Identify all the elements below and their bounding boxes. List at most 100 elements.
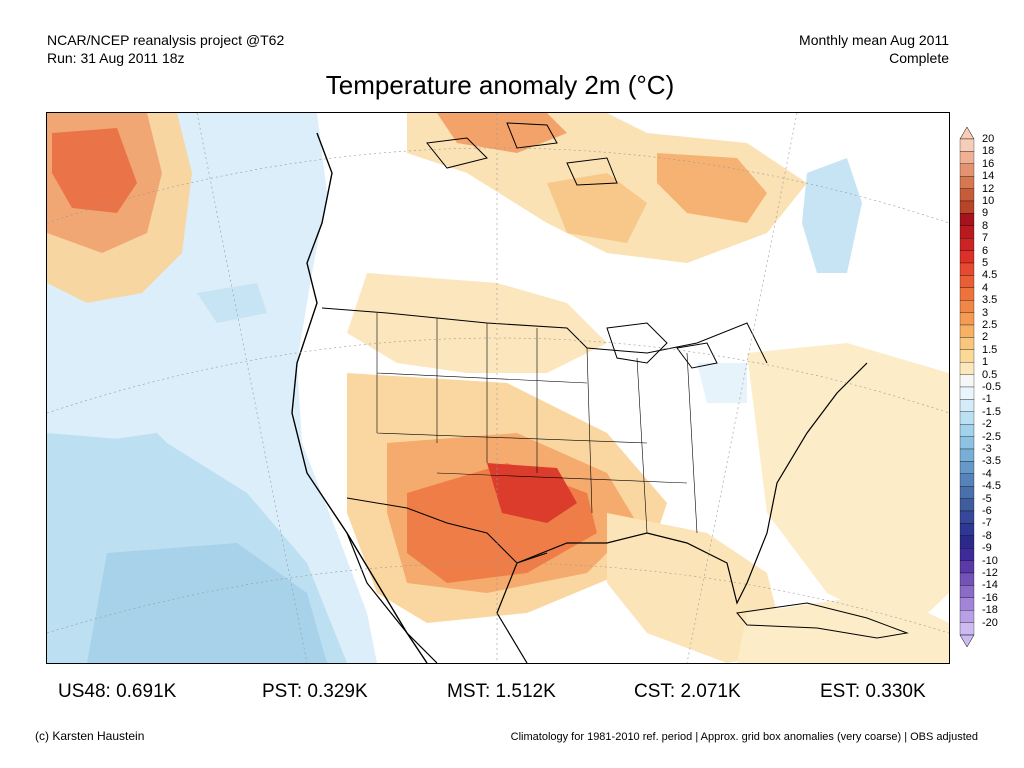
colorbar-swatch [959,213,975,226]
colorbar-swatch [959,399,975,412]
colorbar-tick-label: -5 [982,492,992,505]
great-lakes [606,322,718,369]
colorbar-tick-label: 3.5 [982,294,998,307]
colorbar-tick-label: 9 [982,207,989,220]
colorbar-tick-label: 0.5 [982,368,998,381]
colorbar-tick-label: -14 [982,579,998,592]
gulf-warm [607,513,787,663]
colorbar-swatch [959,362,975,375]
colorbar-swatch [959,200,975,214]
coastline [291,132,428,663]
colorbar-swatch [959,349,975,363]
colorbar-swatch [959,622,975,636]
colorbar-tick-label: -3.5 [982,455,1001,468]
state-lines [376,313,698,534]
project-label: NCAR/NCEP reanalysis project @T62 [47,32,285,48]
period-label: Monthly mean Aug 2011 [799,32,949,48]
colorbar-swatch [959,176,975,189]
colorbar-swatch [959,287,975,301]
colorbar-tick-label: 5 [982,257,989,269]
colorbar-swatch [959,312,975,326]
colorbar-swatch [959,275,975,288]
colorbar-tick-label: -4.5 [982,480,1001,493]
pacific-blob-1 [87,433,197,493]
run-label: Run: 31 Aug 2011 18z [47,50,185,66]
colorbar-tick-label: -8 [982,529,992,542]
colorbar-tick-label: -9 [982,542,992,555]
colorbar-swatch [959,411,975,425]
colorbar-tick-label: 1.5 [982,343,998,356]
colorbar-swatch [959,138,975,152]
colorbar-swatch [959,262,975,276]
atlantic-cold-spot [802,158,862,273]
baja-cold-spot [697,363,747,403]
colorbar-swatch [959,523,975,536]
stat-cst: CST: 2.071K [634,681,741,702]
prairie-warm [347,273,607,373]
caribbean-warm [737,593,949,663]
colorbar-tick-label: 4.5 [982,269,998,282]
colorbar-swatch [959,486,975,499]
colorbar-tick-label: -1 [982,393,992,406]
colorbar-swatch [959,436,975,450]
colorbar-tick-label: -1.5 [982,405,1001,418]
colorbar-tick-label: 10 [982,195,995,207]
colorbar-tick-label: -2 [982,418,992,431]
colorbar-swatch [959,424,975,437]
canada-north-warmer [437,113,567,153]
colorbar-tick-label: -20 [982,616,998,629]
colorbar-tick-label: 14 [982,170,995,183]
header-right: Monthly mean Aug 2011 Complete [799,31,949,67]
colorbar-tick-label: -16 [982,591,998,604]
anomaly-map [46,112,950,664]
colorbar-tick-label: 20 [982,133,995,145]
pacific-blob-2 [197,283,267,323]
colorbar-swatch [959,585,975,598]
colorbar-tick-label: 16 [982,157,995,170]
colorbar-swatch [959,560,975,574]
arctic-islands [426,122,618,186]
colorbar-tick-label: -4 [982,467,992,480]
colorbar-tick-label: -2.5 [982,430,1001,443]
colorbar-tick-label: 8 [982,219,989,232]
footer-note: Climatology for 1981-2010 ref. period | … [510,731,978,743]
stat-us48: US48: 0.691K [58,681,177,702]
colorbar-swatch [959,461,975,474]
status-label: Complete [889,50,949,66]
hudson-warm [547,173,647,243]
colorbar-tick-label: 18 [982,145,995,158]
colorbar-tick-label: -10 [982,554,998,567]
colorbar-swatch [959,510,975,524]
colorbar-swatch [959,572,975,586]
colorbar-swatch [959,324,975,338]
colorbar-swatch [959,448,975,462]
colorbar-tick-label: -12 [982,567,998,579]
colorbar-tick-label: -3 [982,443,992,455]
colorbar-swatch [959,535,975,549]
colorbar-tick-label: 6 [982,244,989,257]
colorbar-tick-label: 12 [982,182,995,195]
stat-est: EST: 0.330K [820,681,926,702]
colorbar-tick-label: 2.5 [982,319,998,331]
colorbar-tick-label: 2 [982,331,989,344]
colorbar-tick-label: 7 [982,232,989,245]
colorbar-swatch [959,374,975,388]
colorbar [959,127,975,647]
cuba-outline [736,602,909,639]
colorbar-tick-label: -18 [982,604,998,617]
colorbar-swatch [959,188,975,202]
gulf-coast [516,362,868,605]
colorbar-swatch [959,610,975,623]
colorbar-swatch [959,548,975,561]
stat-mst: MST: 1.512K [447,681,556,702]
colorbar-swatch [959,225,975,239]
colorbar-swatch [959,250,975,264]
colorbar-swatch [959,163,975,177]
stat-pst: PST: 0.329K [262,681,368,702]
quebec-warm [657,153,767,223]
colorbar-swatch [959,386,975,400]
colorbar-tick-label: 4 [982,281,989,294]
colorbar-swatch [959,151,975,164]
alaska-hot-core [52,128,137,213]
pacific-coolest-region [87,543,327,663]
